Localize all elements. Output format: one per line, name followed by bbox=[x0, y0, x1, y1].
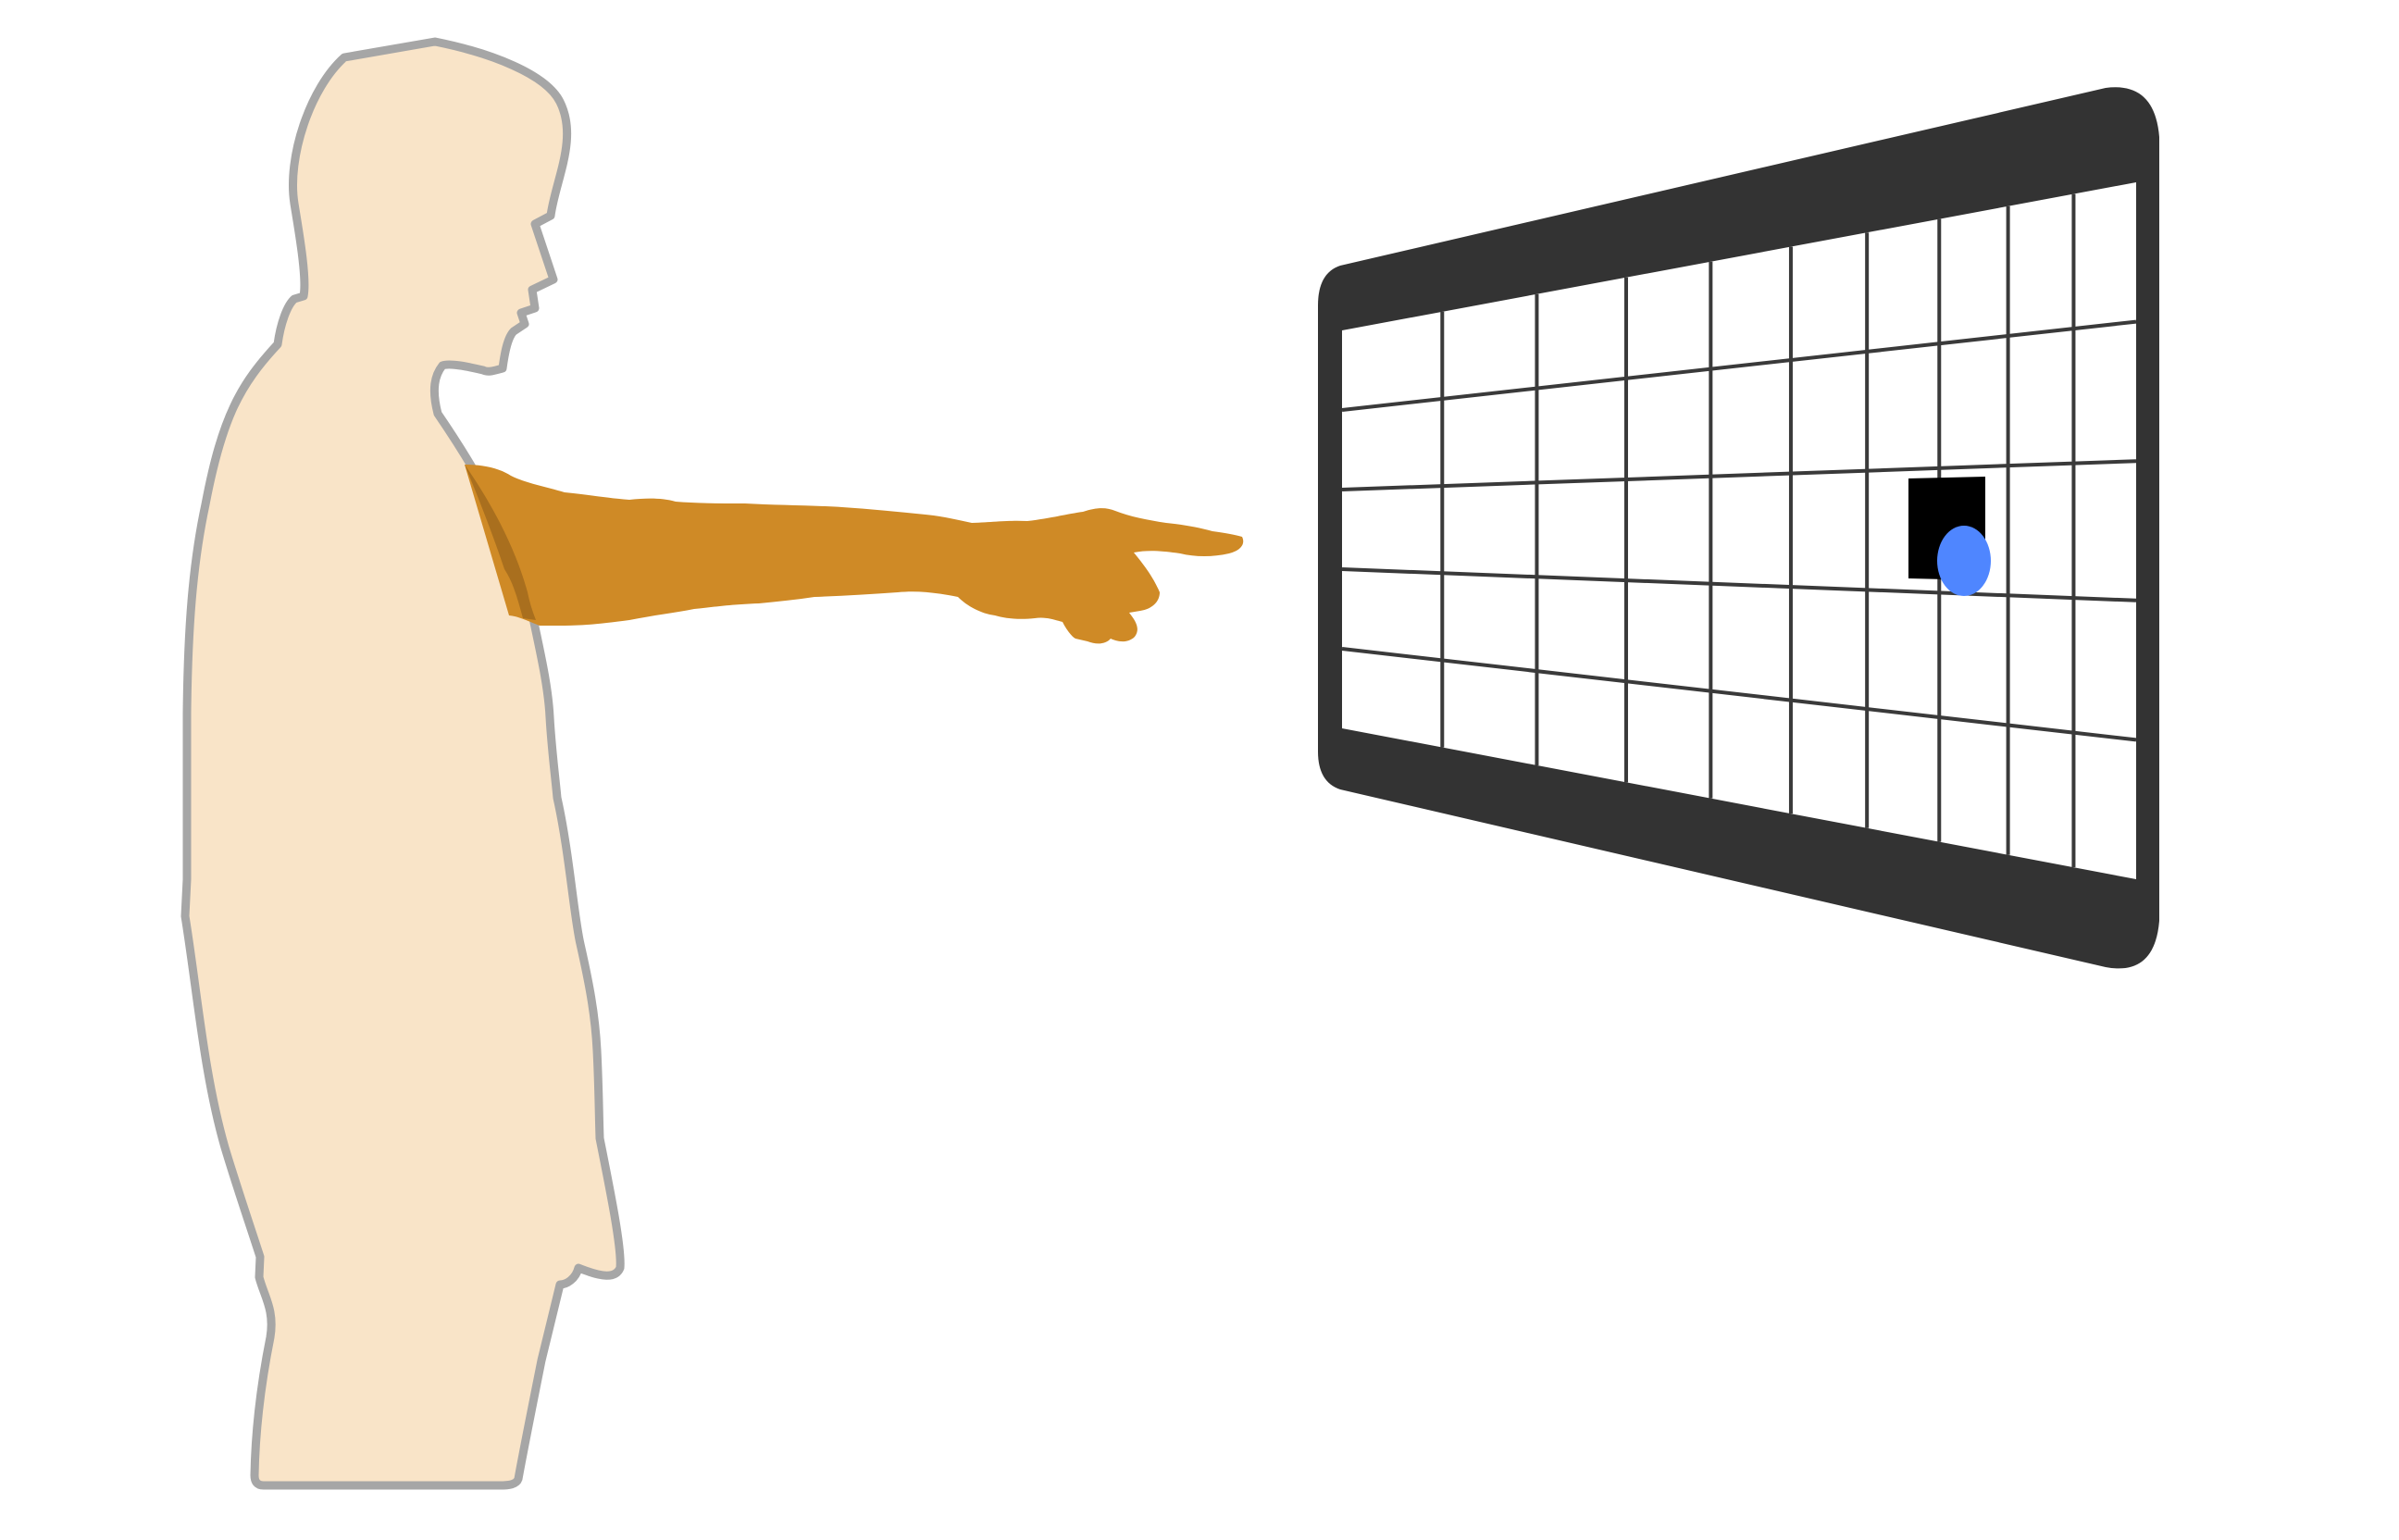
person bbox=[180, 37, 1244, 1490]
grid-line bbox=[1341, 567, 2137, 602]
grid-line bbox=[1341, 459, 2137, 491]
display-screen bbox=[1318, 87, 2159, 969]
screen-grid bbox=[1341, 193, 2137, 868]
pointer-dot bbox=[1937, 526, 1991, 596]
grid-line bbox=[1341, 647, 2137, 742]
shoulder-overlap bbox=[465, 465, 536, 620]
grid-line bbox=[1341, 319, 2137, 412]
pointing-arm bbox=[465, 465, 1244, 644]
person-body-silhouette bbox=[180, 37, 625, 1490]
